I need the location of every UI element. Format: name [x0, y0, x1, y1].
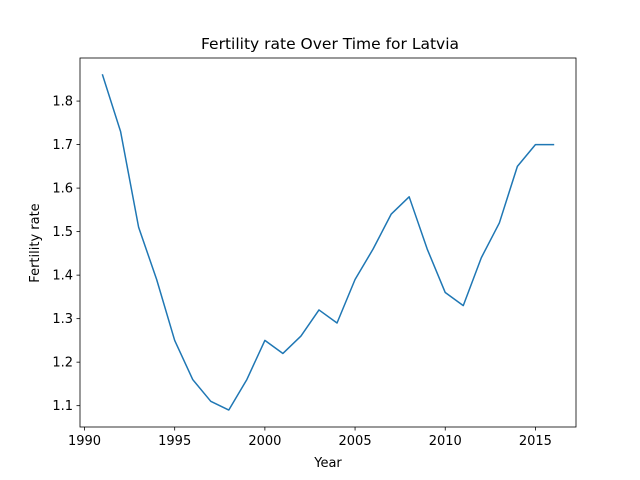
x-tick-label-1995: 1995 [158, 434, 191, 449]
y-tick-label-1.5: 1.5 [52, 225, 73, 240]
y-tick-label-1.2: 1.2 [52, 356, 73, 371]
x-tick-label-2005: 2005 [339, 434, 372, 449]
x-tick-label-1990: 1990 [68, 434, 101, 449]
y-tick-label-1.6: 1.6 [52, 182, 73, 197]
plot-area: 1990 1995 2000 2005 2010 2015 1.1 1.2 1.3 1.4 1.5 1… [52, 57, 577, 449]
y-axis-label: Fertility rate [28, 203, 43, 282]
y-tick-label-1.1: 1.1 [52, 399, 73, 414]
x-tick-label-2015: 2015 [519, 434, 552, 449]
series-line-0 [101, 74, 555, 411]
axes-frame [79, 57, 577, 428]
x-tick-label-2010: 2010 [429, 434, 462, 449]
x-tick-label-2000: 2000 [248, 434, 281, 449]
y-tick-label-1.3: 1.3 [52, 312, 73, 327]
y-tick-label-1.4: 1.4 [52, 269, 73, 284]
y-tick-label-1.8: 1.8 [52, 95, 73, 110]
y-tick-label-1.7: 1.7 [52, 138, 73, 153]
chart-title: Fertility rate Over Time for Latvia [201, 35, 459, 53]
x-axis-label: Year [313, 456, 342, 471]
